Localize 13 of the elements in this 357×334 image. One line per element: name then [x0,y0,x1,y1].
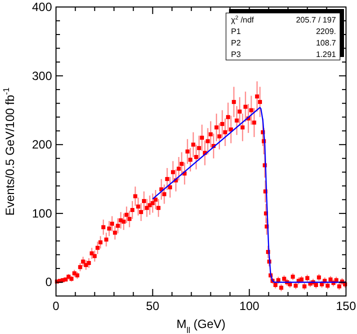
y-tick-label: 200 [32,138,52,152]
x-tick-label: 50 [146,299,160,313]
text: P2 108.7 [231,38,336,48]
text: P1 2209. [231,27,336,36]
y-tick-label: 100 [32,206,52,220]
x-tick-label: 150 [336,299,356,313]
text: χ$^{2}$/ndf 205.7 / 197 [231,16,336,24]
x-tick-label: 100 [239,299,260,313]
y-tick-label: 400 [32,0,52,14]
y-tick-label: 300 [32,68,52,83]
x-axis-title: M$_{ll}$ (GeV) [176,317,226,334]
text: P3 1.291 [231,50,336,59]
y-tick-label: 0 [45,275,52,290]
